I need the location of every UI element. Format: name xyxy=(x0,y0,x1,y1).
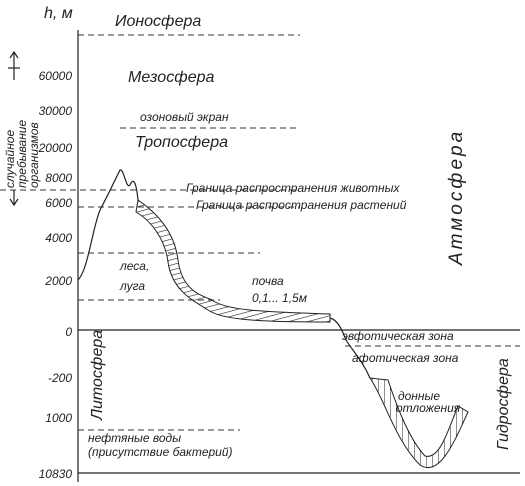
tick-label: 30000 xyxy=(39,104,73,118)
tick-labels: 60000 30000 20000 8000 6000 4000 2000 0 … xyxy=(38,69,73,481)
soil-depth: 0,1... 1,5м xyxy=(252,291,307,305)
tick-label: 20000 xyxy=(38,141,73,155)
layer-label: Тропосфера xyxy=(135,134,228,151)
note-text: организмов xyxy=(27,122,41,188)
note-text: пребывание xyxy=(15,120,29,188)
sediment-label: донные xyxy=(398,389,440,403)
ocean-slope xyxy=(329,317,371,379)
sphere-label: Атмосфера xyxy=(446,129,467,266)
soil-label: почва xyxy=(252,274,284,288)
tick-label: 4000 xyxy=(45,231,72,245)
axis-label: h, м xyxy=(44,5,73,22)
tick-label: 1000 xyxy=(45,411,72,425)
zone-label: эвфотическая зона xyxy=(342,329,454,343)
oil-label: нефтяные воды xyxy=(88,431,181,445)
sphere-label: Гидросфера xyxy=(495,358,512,450)
layer-label: Мезосфера xyxy=(128,69,215,86)
tick-label: 10830 xyxy=(39,467,73,481)
tick-label: 2000 xyxy=(44,274,72,288)
sediment-label: отложения xyxy=(396,401,461,415)
boundary-label: Граница распространения животных xyxy=(186,181,400,195)
sediments xyxy=(368,377,469,468)
tick-label: -200 xyxy=(48,371,72,385)
biome-label: луга xyxy=(119,279,145,293)
oil-label: (присутствие бактерий) xyxy=(88,445,233,459)
zone-label: афотическая зона xyxy=(352,351,459,365)
tick-label: 6000 xyxy=(45,196,72,210)
tick-label: 60000 xyxy=(39,69,73,83)
tick-label: 0 xyxy=(65,325,72,339)
tick-label: 8000 xyxy=(45,171,72,185)
layer-label: озоновый экран xyxy=(140,110,229,124)
sphere-label: Литосфера xyxy=(89,330,106,421)
random-presence-note: случайное пребывание организмов xyxy=(3,50,41,207)
boundary-label: Граница распространения растений xyxy=(196,198,407,212)
note-text: случайное xyxy=(3,130,17,188)
biome-label: леса, xyxy=(119,259,149,273)
mountain xyxy=(77,169,139,281)
layer-label: Ионосфера xyxy=(115,13,201,30)
soil-layer xyxy=(135,199,331,323)
